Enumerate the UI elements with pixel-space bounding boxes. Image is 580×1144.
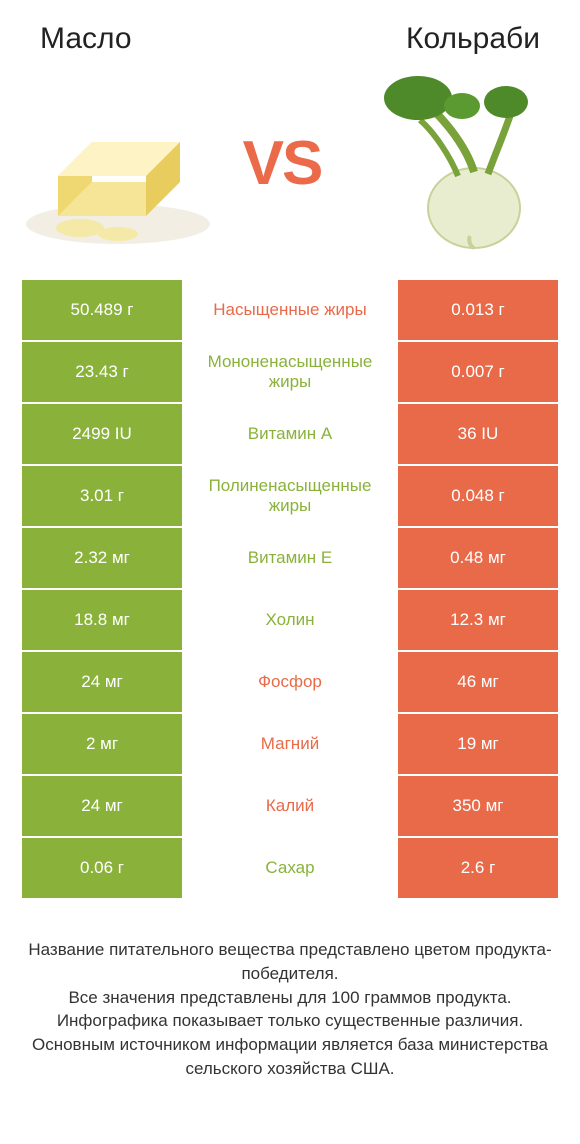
table-row: 2499 IUВитамин A36 IU: [22, 404, 558, 464]
right-value: 0.48 мг: [398, 528, 558, 588]
right-product-title: Кольраби: [406, 22, 540, 56]
table-row: 23.43 гМононенасыщенные жиры0.007 г: [22, 342, 558, 402]
footnote-line: Все значения представлены для 100 граммо…: [68, 988, 511, 1007]
right-value: 0.048 г: [398, 466, 558, 526]
left-value: 50.489 г: [22, 280, 182, 340]
nutrient-label: Полиненасыщенные жиры: [182, 466, 398, 526]
left-value: 0.06 г: [22, 838, 182, 898]
right-value: 12.3 мг: [398, 590, 558, 650]
nutrient-label: Сахар: [182, 838, 398, 898]
nutrient-label: Калий: [182, 776, 398, 836]
right-value: 0.007 г: [398, 342, 558, 402]
comparison-table: 50.489 гНасыщенные жиры0.013 г23.43 гМон…: [0, 280, 580, 898]
right-value: 350 мг: [398, 776, 558, 836]
table-row: 50.489 гНасыщенные жиры0.013 г: [22, 280, 558, 340]
left-product-title: Масло: [40, 22, 132, 56]
nutrient-label: Витамин E: [182, 528, 398, 588]
kohlrabi-image: [346, 76, 546, 251]
right-value: 36 IU: [398, 404, 558, 464]
left-value: 24 мг: [22, 652, 182, 712]
footnote-line: Название питательного вещества представл…: [28, 940, 551, 983]
table-row: 2 мгМагний19 мг: [22, 714, 558, 774]
left-value: 23.43 г: [22, 342, 182, 402]
table-row: 2.32 мгВитамин E0.48 мг: [22, 528, 558, 588]
nutrient-label: Насыщенные жиры: [182, 280, 398, 340]
nutrient-label: Фосфор: [182, 652, 398, 712]
footnote: Название питательного вещества представл…: [0, 900, 580, 1081]
left-value: 3.01 г: [22, 466, 182, 526]
table-row: 18.8 мгХолин12.3 мг: [22, 590, 558, 650]
table-row: 3.01 гПолиненасыщенные жиры0.048 г: [22, 466, 558, 526]
left-value: 18.8 мг: [22, 590, 182, 650]
vs-row: VS: [0, 70, 580, 280]
nutrient-label: Мононенасыщенные жиры: [182, 342, 398, 402]
nutrient-label: Холин: [182, 590, 398, 650]
footnote-line: Основным источником информации является …: [32, 1035, 548, 1078]
right-value: 19 мг: [398, 714, 558, 774]
table-row: 24 мгКалий350 мг: [22, 776, 558, 836]
left-value: 2 мг: [22, 714, 182, 774]
right-value: 0.013 г: [398, 280, 558, 340]
footnote-line: Инфографика показывает только существенн…: [57, 1011, 523, 1030]
left-value: 2.32 мг: [22, 528, 182, 588]
left-value: 24 мг: [22, 776, 182, 836]
vs-label: VS: [243, 128, 322, 199]
left-value: 2499 IU: [22, 404, 182, 464]
table-row: 24 мгФосфор46 мг: [22, 652, 558, 712]
nutrient-label: Витамин A: [182, 404, 398, 464]
right-value: 46 мг: [398, 652, 558, 712]
nutrient-label: Магний: [182, 714, 398, 774]
right-value: 2.6 г: [398, 838, 558, 898]
header: Масло Кольраби: [0, 0, 580, 70]
table-row: 0.06 гСахар2.6 г: [22, 838, 558, 898]
butter-image: [18, 76, 218, 251]
